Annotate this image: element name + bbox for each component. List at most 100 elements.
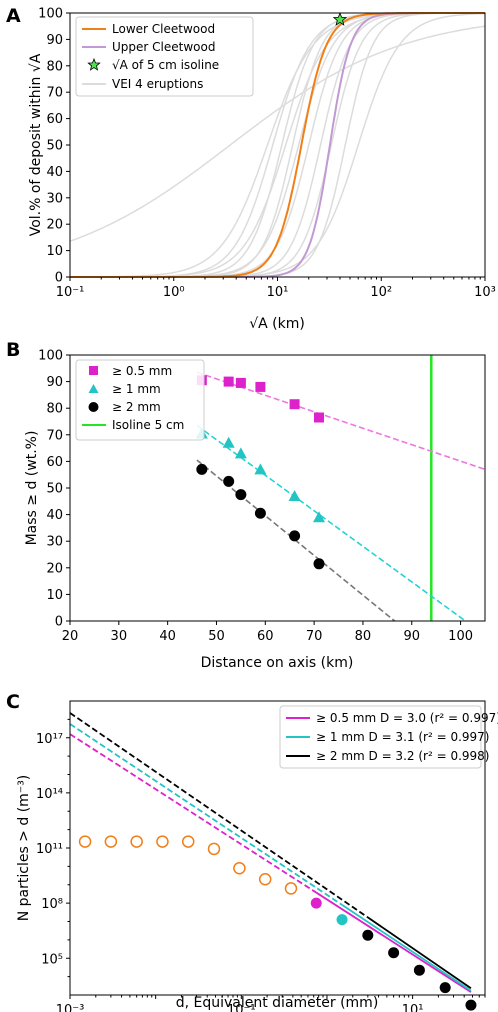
point-2mm: [196, 463, 208, 475]
a-ytick-label: 60: [46, 112, 63, 127]
panel-b-plot: [195, 355, 486, 622]
point-1mm: [288, 489, 301, 501]
point-1mm: [234, 447, 247, 459]
a-xtick-label: 10²: [370, 285, 392, 300]
legend-lower-label: Lower Cleetwood: [112, 22, 215, 36]
b-ytick-label: 40: [46, 508, 63, 523]
point-1mm: [313, 511, 325, 523]
panel-a-letter: A: [6, 5, 21, 27]
b-xtick-label: 20: [62, 629, 79, 644]
panel-a-ylabel: Vol.% of deposit within √A: [28, 53, 44, 236]
panel-c-legend-box: [279, 705, 482, 769]
orange-point: [130, 835, 143, 848]
b-xtick-label: 80: [355, 629, 372, 644]
panel-c-plot: [69, 712, 477, 1011]
orange-point: [78, 835, 92, 848]
c-ytick-label: 10¹¹: [36, 842, 63, 857]
point-05mm: [235, 377, 246, 388]
a-ytick-label: 20: [46, 218, 63, 233]
panel-a-legend: Lower Cleetwood Upper Cleetwood √A of 5 …: [75, 16, 254, 97]
point-05mm: [289, 399, 300, 410]
point-2mm: [289, 530, 301, 542]
legend-star-icon: [87, 57, 101, 71]
isoline-star-icon: [332, 12, 348, 26]
panel-a-xlabel: √A (km): [249, 316, 305, 332]
legend-c-05mm-label: ≥ 0.5 mm D = 3.0 (r² = 0.997): [316, 711, 498, 725]
orange-point: [258, 872, 272, 886]
a-xtick-label: 10⁰: [163, 285, 185, 300]
panel-c-letter: C: [6, 691, 20, 713]
legend-c-2mm-label: ≥ 2 mm D = 3.2 (r² = 0.998): [316, 749, 489, 763]
c-fit-dashed-0: [69, 733, 317, 894]
a-ytick-label: 30: [46, 191, 63, 206]
panel-c-xlabel: d, Equivalent diameter (mm): [176, 995, 379, 1011]
black-point: [413, 964, 425, 976]
b-ytick-label: 70: [46, 428, 63, 443]
b-ytick-label: 10: [46, 588, 63, 603]
legend-2mm-label: ≥ 2 mm: [112, 400, 161, 414]
c-xtick-label: 10⁻¹: [227, 1003, 256, 1012]
c-ytick-label: 10¹⁴: [36, 787, 63, 802]
legend-05mm-marker: [89, 366, 98, 375]
b-ytick-label: 90: [46, 375, 63, 390]
legend-upper-label: Upper Cleetwood: [112, 40, 215, 54]
b-xtick-label: 60: [257, 629, 274, 644]
a-ytick-label: 100: [38, 7, 63, 22]
a-ytick-label: 80: [46, 59, 63, 74]
legend-2mm-marker: [88, 402, 99, 412]
panel-b-ylabel: Mass ≥ d (wt.%): [24, 431, 40, 546]
cyan-point: [336, 914, 348, 926]
panel-b-xlabel: Distance on axis (km): [201, 655, 354, 671]
orange-point: [181, 835, 195, 848]
point-05mm: [314, 412, 324, 423]
vei-curve-0: [69, 25, 486, 242]
c-xtick-label: 10⁻³: [56, 1003, 85, 1012]
b-xtick-label: 70: [306, 629, 323, 644]
orange-point: [284, 882, 298, 895]
a-xtick-label: 10¹: [267, 285, 289, 300]
panel-c: C 10⁻³ 10⁻¹ 10¹ 10⁵ 10⁸ 10¹¹ 10¹⁴ 10¹⁷ d, Equiv…: [6, 691, 498, 1012]
legend-1mm-marker: [88, 384, 99, 393]
point-1mm: [254, 463, 267, 475]
b-xtick-label: 90: [403, 629, 420, 644]
c-fit-solid-0: [315, 891, 472, 993]
black-point: [465, 999, 477, 1011]
b-xtick-label: 50: [208, 629, 225, 644]
point-2mm: [235, 489, 247, 501]
legend-star-label: √A of 5 cm isoline: [112, 58, 219, 72]
b-xtick-label: 30: [111, 629, 128, 644]
c-xtick-label: 10¹: [402, 1003, 424, 1012]
panel-c-ticks: 10⁻³ 10⁻¹ 10¹ 10⁵ 10⁸ 10¹¹ 10¹⁴ 10¹⁷: [36, 718, 486, 1012]
black-point: [362, 929, 374, 941]
orange-point: [233, 861, 246, 875]
a-xtick-label: 10³: [474, 285, 496, 300]
point-05mm: [223, 376, 234, 387]
point-2mm: [313, 558, 325, 570]
panel-a: A 10⁻¹ 10⁰ 10¹ 10² 10³ 0 10 20 30 40 50 60 70 80 90 100…: [6, 5, 496, 332]
legend-vei-label: VEI 4 eruptions: [112, 77, 203, 91]
panel-c-legend: ≥ 0.5 mm D = 3.0 (r² = 0.997) ≥ 1 mm D =…: [279, 705, 498, 769]
c-ytick-label: 10⁸: [41, 897, 63, 912]
c-fit-dashed-1: [69, 723, 343, 906]
a-ytick-label: 40: [46, 165, 63, 180]
legend-isoline-label: Isoline 5 cm: [112, 418, 184, 432]
b-xtick-label: 100: [448, 629, 473, 644]
legend-05mm-label: ≥ 0.5 mm: [112, 364, 172, 378]
c-fit-solid-2: [367, 916, 472, 989]
fit-line-0: [196, 371, 486, 471]
b-ytick-label: 50: [46, 482, 63, 497]
panel-b-ticks: 20 30 40 50 60 70 80 90 100 0 10 20 30 40 50 60 70 80 90 10…: [38, 349, 473, 645]
orange-point: [156, 835, 169, 848]
c-ytick-label: 10⁵: [41, 952, 63, 967]
b-xtick-label: 40: [159, 629, 176, 644]
point-2mm: [223, 475, 235, 487]
point-05mm: [255, 381, 266, 392]
black-point: [388, 947, 400, 959]
c-fit-dashed-2: [69, 712, 369, 919]
legend-c-1mm-label: ≥ 1 mm D = 3.1 (r² = 0.997): [316, 730, 489, 744]
legend-1mm-label: ≥ 1 mm: [112, 382, 161, 396]
b-ytick-label: 80: [46, 402, 63, 417]
b-ytick-label: 0: [55, 615, 63, 630]
b-ytick-label: 30: [46, 535, 63, 550]
